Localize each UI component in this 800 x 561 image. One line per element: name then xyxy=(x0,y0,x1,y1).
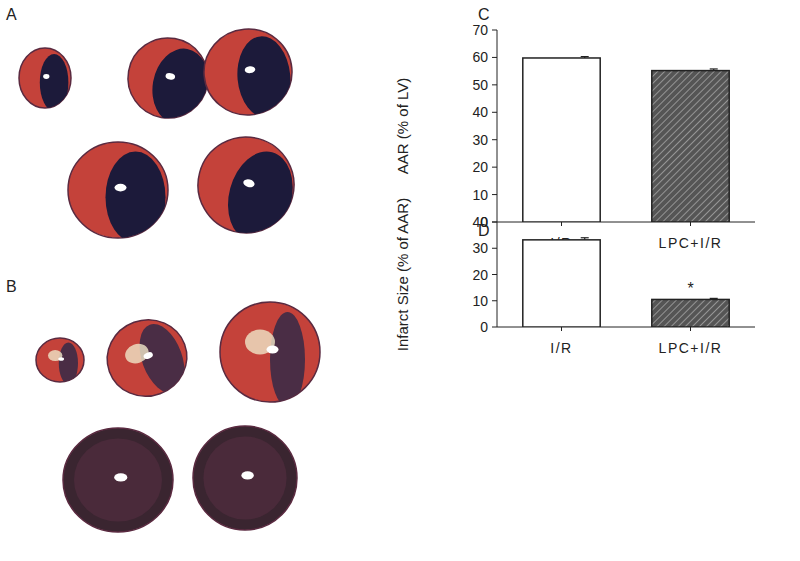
slice-regions xyxy=(74,438,162,521)
y-tick-label: 30 xyxy=(472,132,488,148)
y-tick xyxy=(492,112,497,113)
dark-region xyxy=(147,44,215,129)
heart-slice xyxy=(193,426,297,530)
panel-label: B xyxy=(6,278,17,295)
y-tick xyxy=(492,300,497,301)
heart-slice xyxy=(63,428,173,532)
dark-region xyxy=(234,34,294,120)
bar xyxy=(523,240,600,327)
y-tick-label: 10 xyxy=(472,293,488,309)
lumen xyxy=(244,66,255,74)
tissue xyxy=(220,302,320,402)
slice-regions xyxy=(40,54,69,111)
y-tick xyxy=(492,139,497,140)
lumen xyxy=(165,72,176,80)
dark-region xyxy=(270,312,305,407)
heart-slice xyxy=(36,338,84,384)
y-tick-label: 40 xyxy=(472,104,488,120)
bar xyxy=(523,58,600,222)
bar xyxy=(652,71,729,222)
y-tick-label: 20 xyxy=(472,159,488,175)
y-tick xyxy=(492,248,497,249)
x-tick-label: I/R xyxy=(550,340,572,356)
lumen xyxy=(114,473,127,481)
heart-slice xyxy=(186,126,305,248)
error-bar xyxy=(581,238,589,240)
y-axis-label: Infarct Size (% of AAR) xyxy=(394,198,411,351)
error-cap xyxy=(581,56,589,57)
y-tick xyxy=(492,274,497,275)
y-tick xyxy=(492,30,497,31)
x-tick xyxy=(561,222,562,226)
slice-regions xyxy=(106,152,166,243)
slice-regions xyxy=(118,318,193,404)
x-tick xyxy=(690,222,691,226)
y-tick xyxy=(492,222,497,223)
y-tick-label: 10 xyxy=(472,187,488,203)
tissue xyxy=(193,426,297,530)
y-tick-label: 20 xyxy=(472,267,488,283)
error-cap xyxy=(710,68,718,69)
slice-regions xyxy=(234,34,294,120)
bars xyxy=(523,238,729,327)
tissue xyxy=(96,309,197,408)
bars xyxy=(523,57,729,222)
lumen xyxy=(143,351,154,360)
error-bar xyxy=(710,69,718,71)
dark-region xyxy=(218,144,302,248)
y-tick-label: 0 xyxy=(480,319,488,335)
y-tick xyxy=(492,194,497,195)
tissue xyxy=(63,428,173,532)
y-tick-label: 30 xyxy=(472,240,488,256)
lumen xyxy=(58,357,64,361)
lumen xyxy=(241,471,253,479)
slice-regions xyxy=(147,44,215,129)
x-tick xyxy=(561,327,562,331)
y-tick xyxy=(492,167,497,168)
panel-label: C xyxy=(478,6,490,23)
figure: ABCD010203040506070AAR (% of LV)I/RLPC+I… xyxy=(0,0,800,561)
annotation: * xyxy=(687,280,693,297)
x-tick-label: LPC+I/R xyxy=(659,235,723,251)
slice-regions xyxy=(203,436,286,519)
lumen xyxy=(267,346,279,354)
y-tick xyxy=(492,57,497,58)
y-tick xyxy=(492,84,497,85)
y-tick-label: 50 xyxy=(472,77,488,93)
heart-slice xyxy=(200,25,296,123)
x-tick xyxy=(690,327,691,331)
dark-region xyxy=(74,438,162,521)
y-tick xyxy=(492,327,497,328)
y-tick-label: 60 xyxy=(472,49,488,65)
heart-slice xyxy=(19,48,71,111)
panel-label: A xyxy=(6,6,17,23)
heart-slice xyxy=(220,302,320,407)
y-tick-label: 40 xyxy=(472,214,488,230)
error-bar xyxy=(710,298,718,299)
dark-region xyxy=(203,436,286,519)
error-cap xyxy=(710,298,718,299)
lumen xyxy=(242,178,255,188)
heart-slice xyxy=(96,309,198,411)
heart-slice xyxy=(68,142,168,243)
heart-slice xyxy=(121,32,216,129)
bar xyxy=(652,299,729,327)
lumen xyxy=(115,184,127,192)
y-axis-label: AAR (% of LV) xyxy=(394,78,411,174)
slice-regions xyxy=(48,342,78,384)
error-bar xyxy=(581,57,589,58)
x-tick-label: LPC+I/R xyxy=(659,340,723,356)
lumen xyxy=(43,74,49,79)
slice-regions xyxy=(245,312,305,407)
y-axis xyxy=(497,30,498,222)
y-tick-label: 70 xyxy=(472,22,488,38)
slice-regions xyxy=(218,144,302,248)
dark-region xyxy=(40,54,69,111)
error-cap xyxy=(581,237,589,238)
dark-region xyxy=(59,342,78,384)
y-tick xyxy=(492,222,497,223)
dark-region xyxy=(106,152,166,243)
